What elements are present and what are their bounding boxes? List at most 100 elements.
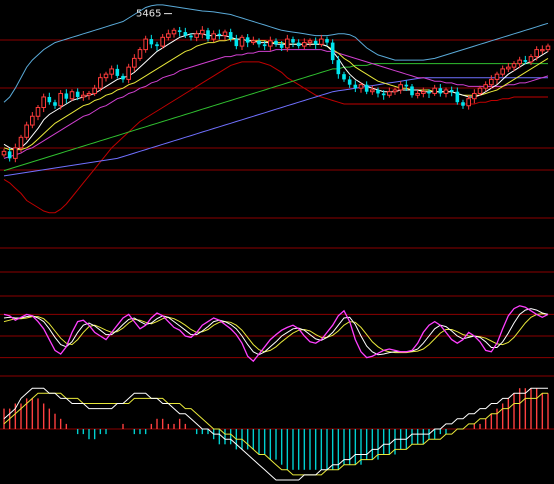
- candle-body-down: [47, 96, 52, 103]
- candle-body-up: [387, 91, 392, 96]
- candle-body-up: [239, 36, 245, 47]
- candle-body-up: [92, 87, 97, 94]
- candle-body-down: [427, 91, 431, 94]
- candle-body-down: [234, 39, 239, 47]
- candle-body-down: [461, 102, 465, 106]
- candle-body-up: [472, 92, 477, 100]
- candle-body-down: [189, 35, 193, 38]
- ma-long2-line: [3, 63, 548, 172]
- candle-body-up: [398, 84, 403, 91]
- ma-long3-line: [3, 77, 548, 177]
- candle-body-down: [336, 60, 341, 75]
- candle-body-down: [257, 40, 261, 45]
- candle-body-down: [149, 39, 154, 45]
- candle-body-down: [523, 60, 528, 62]
- candle-body-down: [7, 151, 12, 159]
- candle-body-down: [206, 30, 210, 40]
- candle-body-down: [245, 37, 250, 43]
- candle-body-up: [358, 84, 364, 89]
- candle-body-down: [53, 102, 57, 106]
- candle-body-down: [381, 93, 386, 96]
- peak-marker: 5465: [136, 9, 172, 20]
- candle-body-up: [160, 36, 165, 47]
- oscillator-d-line: [3, 308, 549, 356]
- candle-body-up: [302, 42, 307, 47]
- candle-body-up: [511, 63, 517, 68]
- candle-body-down: [75, 91, 80, 97]
- candlesticks: [1, 26, 551, 163]
- candle-body-down: [121, 75, 125, 80]
- macd-indicator: [3, 387, 549, 481]
- candle-body-up: [506, 66, 511, 70]
- candle-body-up: [251, 40, 256, 44]
- candle-body-down: [262, 44, 267, 47]
- candle-body-up: [534, 49, 539, 58]
- candle-body-up: [494, 73, 500, 80]
- candle-body-down: [364, 84, 369, 92]
- candle-body-down: [274, 40, 278, 45]
- candle-body-up: [137, 49, 143, 59]
- candle-body-down: [410, 86, 414, 96]
- candle-body-up: [166, 33, 171, 38]
- candle-body-up: [545, 45, 551, 51]
- peak-value-label: 5465: [136, 9, 161, 20]
- candle-body-up: [109, 68, 114, 75]
- candle-body-down: [330, 42, 335, 61]
- candle-body-down: [115, 68, 120, 76]
- candle-body-up: [1, 150, 7, 156]
- candle-body-down: [455, 91, 460, 103]
- candle-body-up: [392, 89, 398, 93]
- candle-body-up: [58, 92, 63, 107]
- candle-body-down: [217, 33, 222, 36]
- candle-body-up: [540, 49, 545, 52]
- candle-body-up: [500, 68, 505, 75]
- candle-body-up: [194, 33, 199, 38]
- candle-body-down: [64, 93, 69, 99]
- candle-body-down: [342, 74, 346, 80]
- candle-body-down: [183, 32, 188, 36]
- candle-body-up: [171, 29, 177, 35]
- candle-body-up: [18, 136, 24, 149]
- candle-body-up: [222, 31, 228, 37]
- candle-body-up: [98, 77, 103, 89]
- candle-body-up: [307, 40, 313, 44]
- candle-body-up: [86, 92, 92, 96]
- candle-body-up: [466, 98, 471, 107]
- macd-dif-line: [3, 387, 548, 481]
- candle-body-up: [268, 40, 273, 47]
- candle-body-down: [291, 39, 295, 43]
- candle-body-up: [489, 78, 494, 86]
- candle-body-up: [477, 87, 483, 94]
- candle-body-up: [132, 57, 137, 68]
- candle-body-up: [81, 94, 86, 98]
- candle-body-up: [143, 38, 148, 51]
- oscillator-k-line: [3, 305, 549, 363]
- candle-body-down: [325, 39, 329, 43]
- candle-body-down: [296, 42, 301, 47]
- ma-long1-line: [3, 49, 549, 159]
- candle-body-down: [177, 30, 182, 33]
- candle-body-down: [353, 84, 358, 89]
- candle-body-up: [103, 73, 109, 79]
- candle-body-up: [528, 56, 534, 63]
- candle-body-down: [376, 89, 380, 94]
- candle-body-up: [30, 115, 35, 126]
- candle-body-down: [279, 44, 284, 48]
- oscillator-j-line: [3, 313, 549, 354]
- candle-body-up: [432, 87, 437, 94]
- candle-body-up: [319, 38, 324, 45]
- candle-body-up: [415, 92, 420, 96]
- candle-body-down: [228, 32, 233, 40]
- candle-body-up: [41, 96, 46, 108]
- macd-dea-line: [3, 392, 548, 476]
- candle-body-up: [421, 91, 426, 94]
- candle-body-up: [211, 33, 216, 40]
- candle-body-up: [69, 91, 75, 100]
- candle-body-down: [404, 84, 409, 87]
- candle-body-up: [13, 147, 18, 159]
- candle-body-up: [35, 106, 41, 117]
- candle-body-up: [483, 84, 488, 89]
- candle-body-up: [200, 29, 205, 35]
